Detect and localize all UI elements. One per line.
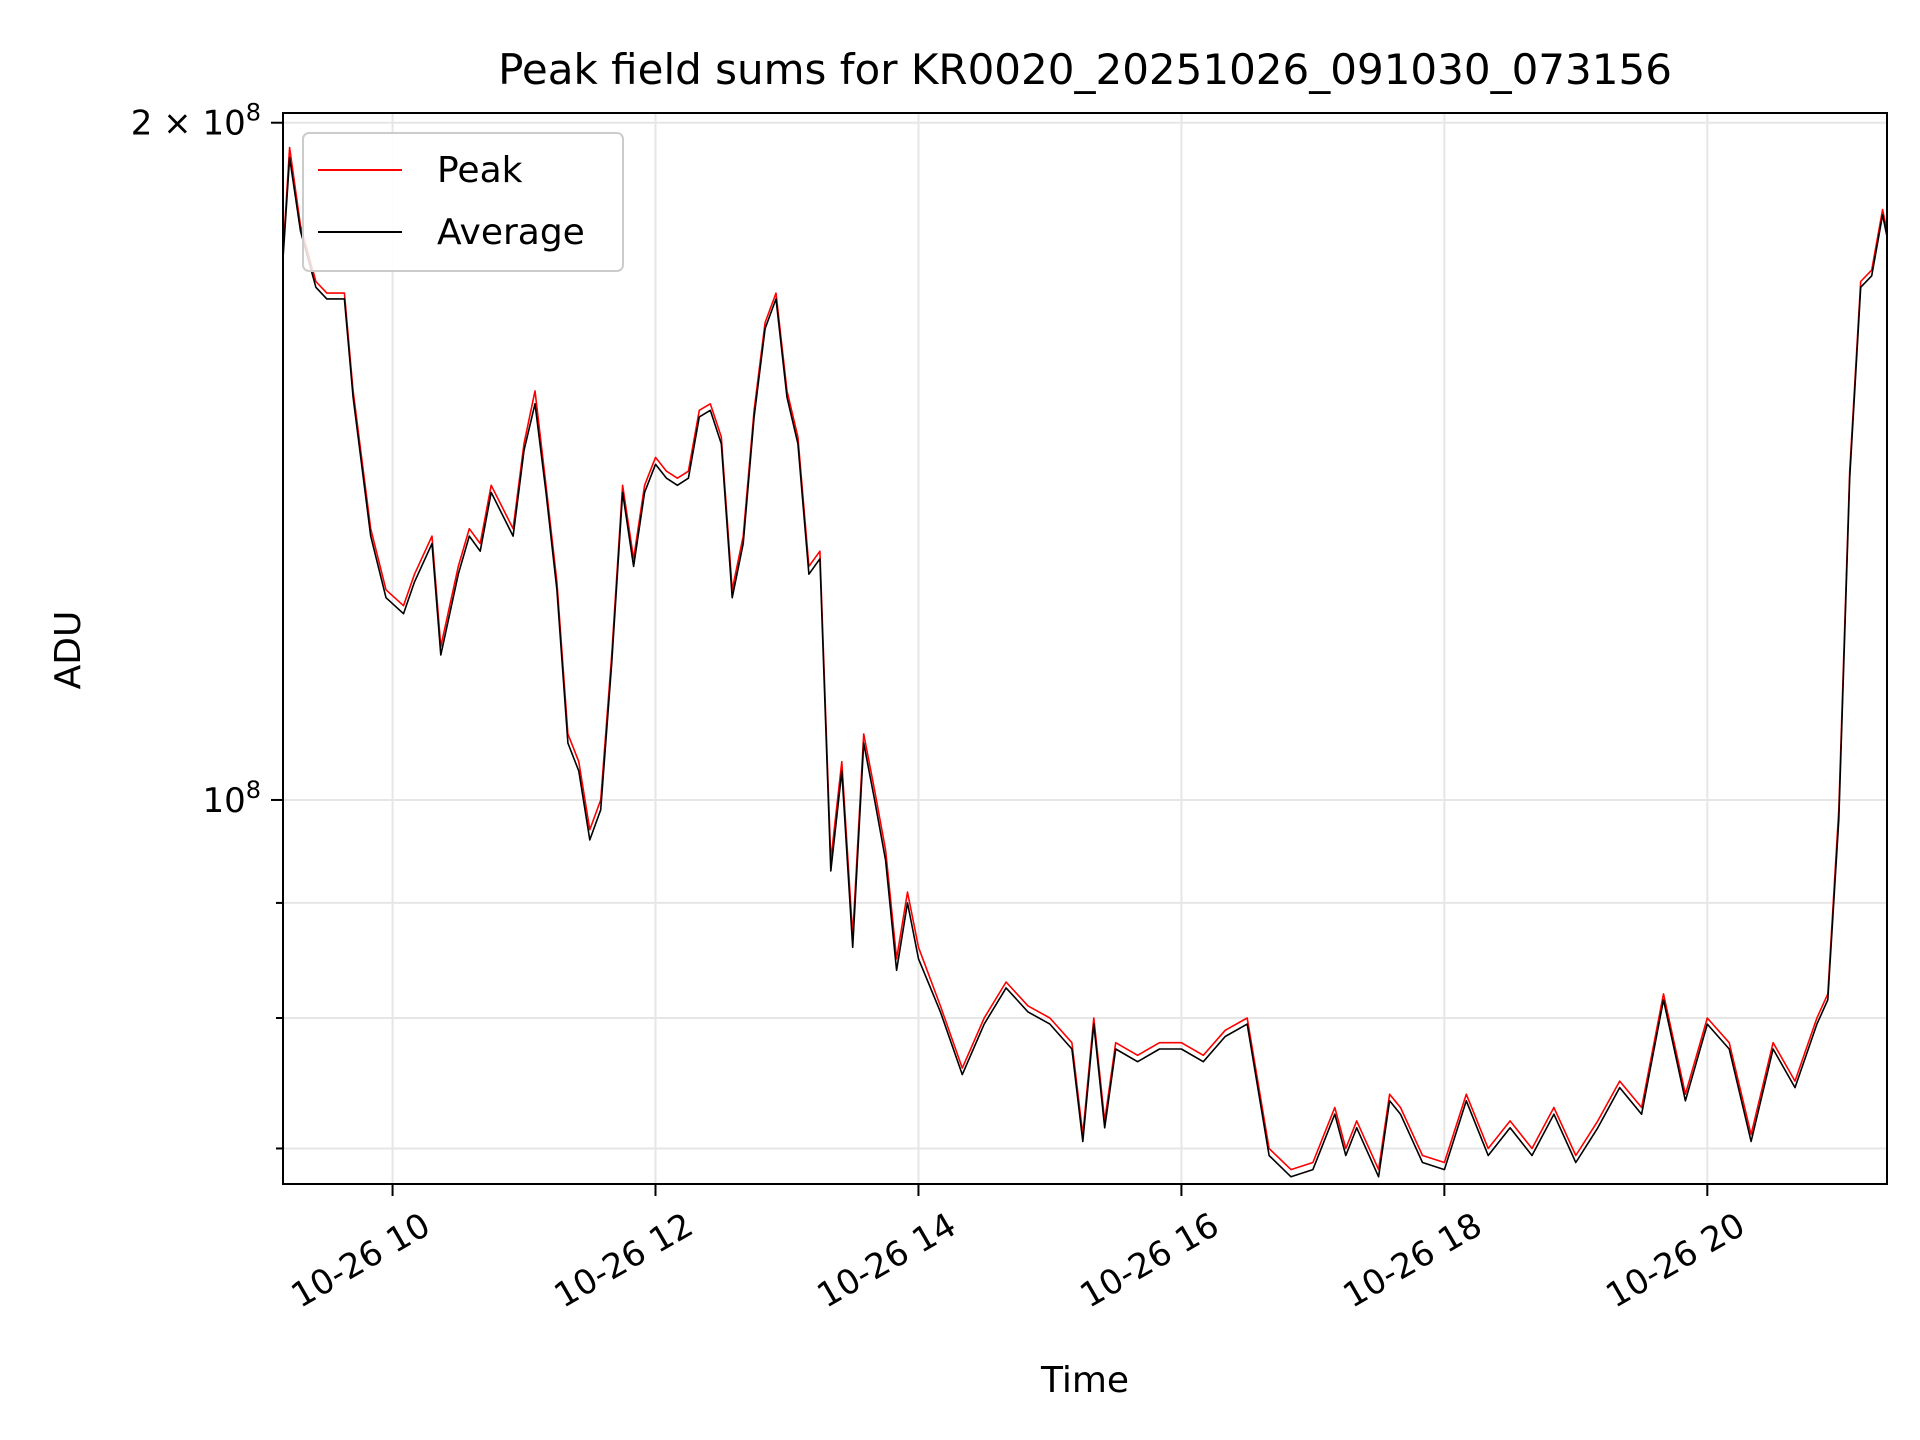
series-line-peak (283, 146, 1887, 1171)
plot-frame (282, 112, 1888, 1185)
y-tick-label: 2 × 108 (131, 99, 261, 144)
legend-box (302, 132, 624, 272)
y-axis-label: ADU (48, 611, 89, 690)
chart-title: Peak field sums for KR0020_20251026_0910… (498, 45, 1672, 94)
legend-label-average: Average (437, 212, 585, 253)
y-axis-ticks: 108 2 × 108 (131, 99, 283, 1150)
plot-lines (283, 146, 1887, 1178)
grid (283, 113, 1887, 1184)
legend: Peak Average (302, 132, 624, 272)
series-line-average (283, 156, 1887, 1178)
x-axis-label: Time (1040, 1360, 1129, 1401)
legend-label-peak: Peak (437, 150, 523, 191)
y-tick-label: 108 (202, 776, 261, 821)
